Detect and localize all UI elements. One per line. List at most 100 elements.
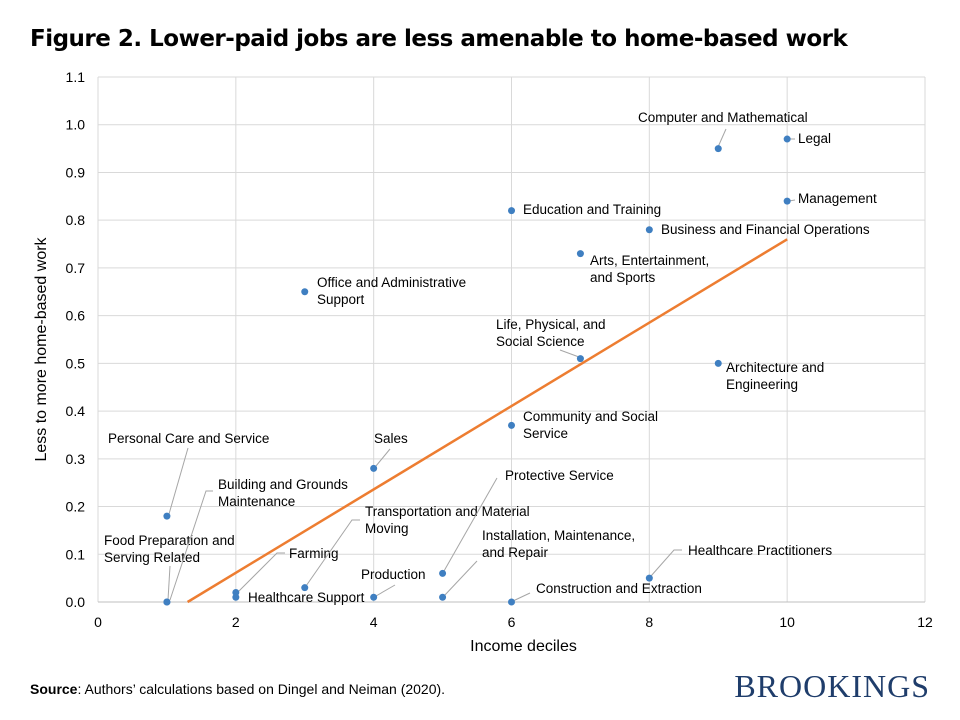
- data-label: Food Preparation and: [104, 533, 235, 548]
- data-point: [163, 598, 171, 606]
- data-point: [783, 135, 791, 143]
- data-point-group: Arts, Entertainment, and Sports: [590, 253, 709, 285]
- data-label: Service: [523, 426, 568, 441]
- data-point: [508, 598, 515, 606]
- leader-line: [169, 490, 213, 601]
- data-point-group: Legal: [789, 131, 831, 146]
- data-label: Healthcare Practitioners: [688, 543, 832, 558]
- data-label: Building and Grounds: [218, 477, 348, 492]
- data-point: [576, 250, 584, 258]
- leader-line: [512, 592, 531, 602]
- data-point: [508, 421, 515, 429]
- data-point: [439, 569, 447, 577]
- data-point-group: Computer and Mathematical: [638, 110, 808, 148]
- data-label: and Sports: [590, 270, 656, 285]
- data-point-group: Building and Grounds Maintenance: [169, 477, 348, 601]
- leader-line: [443, 477, 498, 572]
- source-note: Source: Authors’ calculations based on D…: [30, 681, 445, 697]
- data-label: Healthcare Support: [248, 590, 365, 605]
- data-point: [645, 226, 653, 234]
- data-point-group: Production: [361, 567, 426, 597]
- leader-line: [237, 552, 285, 593]
- x-tick-label: 8: [645, 614, 653, 630]
- leader-line: [559, 349, 580, 358]
- y-tick-label: 0.0: [66, 594, 86, 610]
- x-tick-label: 10: [779, 614, 795, 630]
- data-point: [645, 574, 653, 582]
- y-tick-label: 0.8: [66, 212, 86, 228]
- data-label: Computer and Mathematical: [638, 110, 808, 125]
- data-label: Farming: [289, 546, 339, 561]
- data-point-group: Community and Social Service: [523, 409, 658, 441]
- y-tick-label: 0.9: [66, 164, 86, 180]
- leader-line: [167, 565, 171, 601]
- data-label: Support: [317, 292, 365, 307]
- x-tick-label: 4: [370, 614, 378, 630]
- leader-line: [375, 448, 391, 467]
- source-label: Source: [30, 681, 78, 697]
- data-point: [232, 593, 240, 601]
- data-label: Arts, Entertainment,: [590, 253, 709, 268]
- x-tick-label: 12: [917, 614, 933, 630]
- data-label: Sales: [374, 431, 408, 446]
- y-tick-label: 0.6: [66, 308, 86, 324]
- data-point-group: Office and Administrative Support: [317, 275, 466, 307]
- x-axis-label: Income deciles: [470, 638, 577, 655]
- y-tick-label: 0.4: [66, 403, 86, 419]
- data-point-group: Construction and Extraction: [512, 581, 702, 602]
- data-point: [301, 288, 309, 296]
- leader-line: [650, 549, 682, 577]
- data-label: Personal Care and Service: [108, 431, 269, 446]
- leader-line: [375, 584, 396, 597]
- data-label: Community and Social: [523, 409, 658, 424]
- data-point-group: Architecture and Engineering: [726, 360, 824, 392]
- brookings-logo: BROOKINGS: [734, 668, 930, 704]
- y-tick-label: 0.1: [66, 546, 86, 562]
- data-point-group: Sales: [374, 431, 408, 467]
- data-label: Engineering: [726, 377, 798, 392]
- data-label: Transportation and Material: [365, 504, 530, 519]
- data-point-group: Education and Training: [523, 202, 661, 217]
- x-tick-label: 2: [232, 614, 240, 630]
- data-point: [301, 584, 309, 592]
- y-tick-label: 0.3: [66, 451, 86, 467]
- data-label: Maintenance: [218, 494, 295, 509]
- data-point-group: Installation, Maintenance, and Repair: [443, 528, 635, 597]
- data-label: Moving: [365, 521, 409, 536]
- source-text: : Authors’ calculations based on Dingel …: [77, 681, 446, 697]
- data-label: Construction and Extraction: [536, 581, 702, 596]
- data-point: [714, 145, 722, 153]
- y-tick-label: 1.0: [66, 117, 86, 133]
- data-label: Production: [361, 567, 426, 582]
- data-label: Education and Training: [523, 202, 661, 217]
- data-point-group: Business and Financial Operations: [661, 222, 870, 237]
- data-point: [163, 512, 171, 520]
- data-label: Installation, Maintenance,: [482, 528, 635, 543]
- data-label: Business and Financial Operations: [661, 222, 870, 237]
- y-tick-label: 0.5: [66, 355, 86, 371]
- data-label: Life, Physical, and: [496, 317, 606, 332]
- data-point: [439, 593, 447, 601]
- data-label: Social Science: [496, 334, 585, 349]
- x-tick-label: 6: [508, 614, 516, 630]
- data-point: [370, 464, 378, 472]
- data-point: [714, 359, 722, 367]
- data-label: Serving Related: [104, 550, 200, 565]
- data-label: Architecture and: [726, 360, 824, 375]
- data-point-group: Food Preparation and Serving Related: [104, 533, 235, 601]
- data-label: Protective Service: [505, 468, 614, 483]
- data-point: [370, 593, 378, 601]
- trendline: [186, 238, 788, 604]
- data-label: Legal: [798, 131, 831, 146]
- y-tick-label: 0.7: [66, 260, 86, 276]
- leader-line: [717, 128, 727, 148]
- data-point-group: Transportation and Material Moving: [305, 504, 530, 587]
- data-point-group: Healthcare Practitioners: [650, 543, 832, 577]
- data-label: Office and Administrative: [317, 275, 466, 290]
- leader-line: [443, 560, 478, 597]
- data-point: [576, 355, 584, 363]
- data-point: [508, 207, 515, 215]
- data-point: [783, 197, 791, 205]
- y-tick-label: 1.1: [66, 69, 86, 85]
